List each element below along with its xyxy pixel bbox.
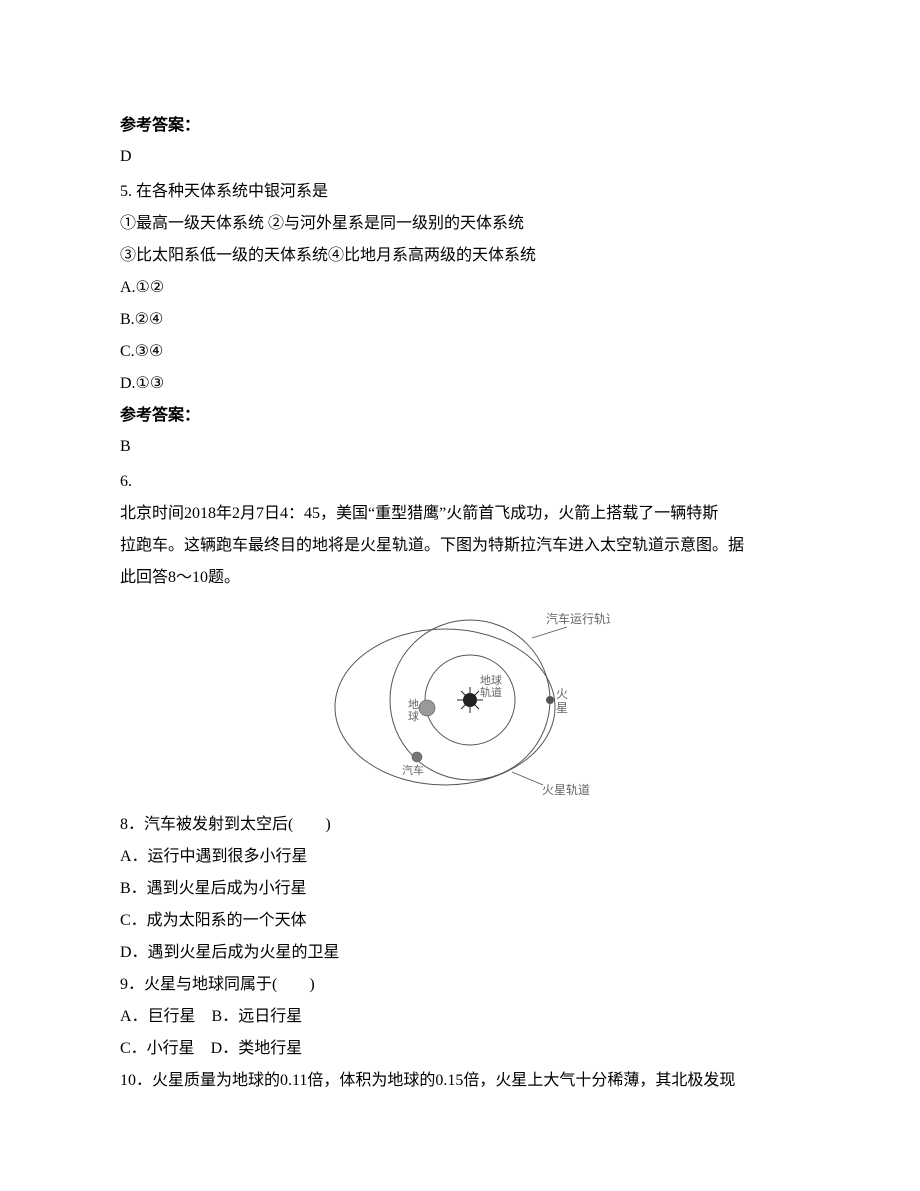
- answer-value-2: B: [120, 438, 800, 456]
- q6-para-line3: 此回答8～10题。: [120, 562, 800, 594]
- answer-label-1: 参考答案：: [120, 110, 800, 142]
- orbit-diagram-container: 汽车运行轨道 地球 轨道 火 星 火星轨道 地 球 汽车: [120, 602, 800, 797]
- q10-stem: 10．火星质量为地球的0.11倍，体积为地球的0.15倍，火星上大气十分稀薄，其…: [120, 1065, 800, 1097]
- label-mars-orbit: 火星轨道: [542, 783, 590, 797]
- q5-stem: 5. 在各种天体系统中银河系是: [120, 176, 800, 208]
- q5-text-line1: ①最高一级天体系统 ②与河外星系是同一级别的天体系统: [120, 208, 800, 240]
- q9-stem: 9．火星与地球同属于( ): [120, 969, 800, 1001]
- q9-option-cd: C．小行星 D．类地行星: [120, 1033, 800, 1065]
- label-mars-1: 火: [556, 687, 568, 701]
- q5-option-d: D.①③: [120, 368, 800, 400]
- q5-text-line2: ③比太阳系低一级的天体系统④比地月系高两级的天体系统: [120, 240, 800, 272]
- label-car: 汽车: [402, 763, 424, 777]
- q9-option-ab: A．巨行星 B．远日行星: [120, 1001, 800, 1033]
- q8-option-d: D．遇到火星后成为火星的卫星: [120, 937, 800, 969]
- label-earth-b: 球: [408, 709, 419, 723]
- label-earth-a: 地: [408, 698, 419, 711]
- q5-option-c: C.③④: [120, 336, 800, 368]
- label-earth-orbit-1: 地球: [480, 673, 502, 687]
- q6-para-line1: 北京时间2018年2月7日4：45，美国“重型猎鹰”火箭首飞成功，火箭上搭载了一…: [120, 498, 800, 530]
- q5-option-b: B.②④: [120, 304, 800, 336]
- answer-label-2: 参考答案：: [120, 400, 800, 432]
- q8-option-a: A．运行中遇到很多小行星: [120, 841, 800, 873]
- label-earth-orbit-2: 轨道: [480, 685, 502, 699]
- q8-stem: 8．汽车被发射到太空后( ): [120, 809, 800, 841]
- label-car-orbit: 汽车运行轨道: [546, 611, 610, 626]
- answer-value-1: D: [120, 148, 800, 166]
- q8-option-b: B．遇到火星后成为小行星: [120, 873, 800, 905]
- q6-para-line2: 拉跑车。这辆跑车最终目的地将是火星轨道。下图为特斯拉汽车进入太空轨道示意图。据: [120, 530, 800, 562]
- q6-number: 6.: [120, 466, 800, 498]
- q8-option-c: C．成为太阳系的一个天体: [120, 905, 800, 937]
- label-mars-2: 星: [556, 701, 568, 715]
- orbit-diagram: 汽车运行轨道 地球 轨道 火 星 火星轨道 地 球 汽车: [310, 602, 610, 797]
- q5-option-a: A.①②: [120, 272, 800, 304]
